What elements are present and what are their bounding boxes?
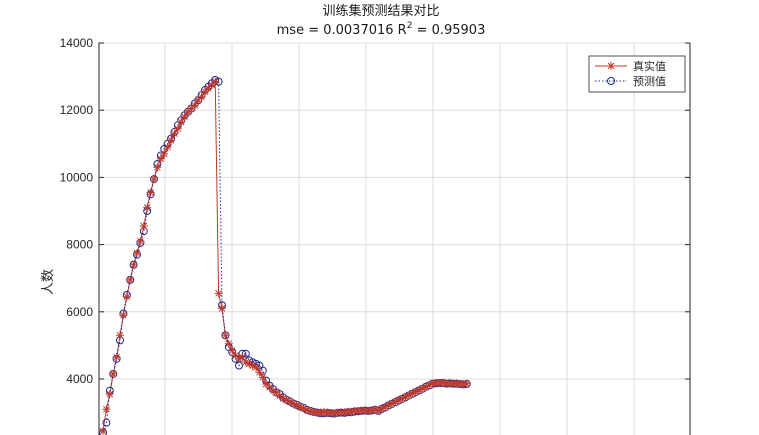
y-tick-label-2: 8000 [66,238,93,252]
actual-point-5 [116,331,124,340]
actual-point-0 [99,427,107,435]
legend-actual-label: 真实值 [633,59,666,73]
actual-point-8 [126,275,135,284]
actual-point-27 [190,101,199,110]
actual-point-30 [201,87,209,96]
actual-point-9 [129,260,138,269]
actual-point-10 [133,249,141,257]
y-axis-label: 人数 [41,269,56,295]
y-tick-label-0: 4000 [66,372,93,386]
actual-point-44 [248,361,257,370]
actual-point-29 [197,92,206,101]
y-tick-label-1: 6000 [66,305,93,319]
actual-point-21 [170,129,179,138]
actual-point-41 [238,353,247,362]
actual-point-38 [228,346,237,355]
actual-point-6 [119,311,128,320]
y-tick-label-4: 12000 [60,103,94,117]
actual-point-51 [272,388,281,397]
subtitle-prefix: mse = 0.0037016 R [277,23,407,38]
actual-point-107 [462,379,471,388]
legend: 真实值 预测值 [588,55,686,93]
actual-point-1 [102,405,111,414]
actual-point-24 [180,112,189,121]
actual-point-16 [153,163,162,172]
legend-actual-marker [607,62,615,70]
y-axis-ticks: 4000 6000 8000 10000 12000 14000 [60,36,690,386]
actual-point-13 [143,203,152,212]
actual-point-20 [167,136,175,145]
legend-predicted-marker [607,77,615,85]
actual-point-46 [255,368,264,377]
chart-subtitle: mse = 0.0037016 R2 = 0.95903 [277,21,486,38]
actual-point-12 [139,222,148,231]
actual-point-34 [214,289,223,298]
actual-point-4 [112,353,121,362]
actual-point-22 [173,124,182,133]
actual-point-19 [163,143,172,152]
actual-point-33 [211,77,220,86]
actual-point-47 [258,373,267,382]
actual-point-17 [156,154,165,163]
actual-point-52 [275,391,284,400]
actual-point-57 [292,401,301,410]
actual-point-3 [109,370,118,378]
actual-point-15 [150,175,158,184]
actual-point-61 [306,407,315,416]
series-markers [99,75,471,435]
plot-area [98,42,691,435]
grid-lines [99,42,690,435]
actual-point-37 [224,339,233,348]
legend-predicted-label: 预测值 [633,75,666,88]
actual-point-35 [218,304,226,313]
actual-point-18 [160,149,169,158]
actual-point-45 [252,363,260,372]
y-tick-label-5: 14000 [60,36,94,50]
actual-point-14 [146,188,155,197]
actual-point-36 [221,331,230,340]
subtitle-superscript: 2 [407,21,413,31]
actual-point-49 [265,383,274,392]
actual-point-23 [177,118,186,126]
y-tick-label-3: 10000 [60,170,94,184]
legend-box [588,55,686,93]
predicted-point-1 [102,418,111,427]
actual-point-11 [136,237,145,246]
actual-point-2 [105,390,114,399]
actual-point-7 [122,292,131,301]
chart-title: 训练集预测结果对比 [322,3,439,19]
actual-point-79 [367,406,376,415]
subtitle-suffix: = 0.95903 [412,23,485,38]
